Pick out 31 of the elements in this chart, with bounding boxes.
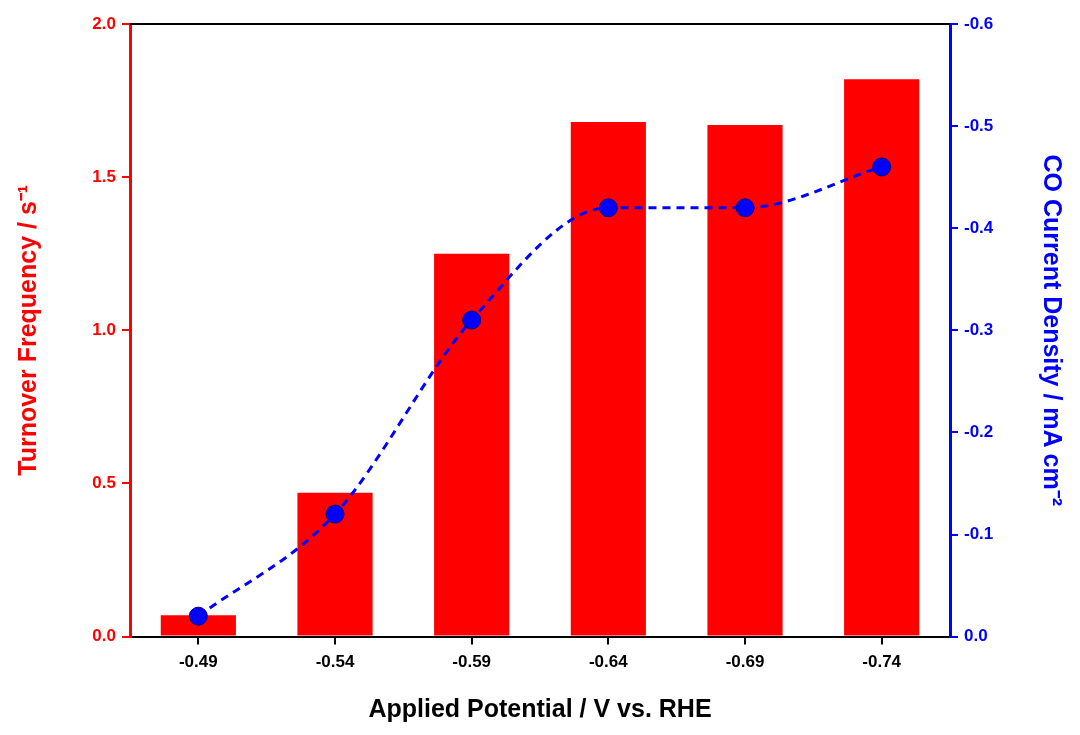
x-tick-label: -0.69 [725, 652, 765, 672]
y2-tick-label: -0.1 [964, 524, 994, 544]
point [462, 310, 482, 330]
bar [434, 253, 510, 636]
x-tick-label: -0.49 [178, 652, 218, 672]
x-tick-label: -0.64 [588, 652, 629, 672]
point [872, 157, 892, 177]
bar [297, 492, 373, 636]
x-tick-label: -0.74 [862, 652, 902, 672]
y2-tick-label: -0.4 [964, 217, 994, 237]
point [598, 198, 618, 218]
bar [707, 125, 783, 636]
x-axis-title: Applied Potential / V vs. RHE [368, 693, 712, 722]
x-tick-label: -0.59 [452, 652, 492, 672]
y-tick-label: 0.0 [92, 626, 116, 646]
y2-tick-label: -0.3 [964, 319, 994, 339]
y-tick-label: 0.5 [92, 473, 116, 493]
bar [570, 122, 646, 636]
bar [844, 79, 920, 636]
point [325, 504, 345, 524]
y-tick-label: 1.0 [92, 319, 116, 339]
y2-tick-label: -0.6 [964, 13, 994, 33]
y2-tick-label: -0.5 [964, 115, 994, 135]
point [735, 198, 755, 218]
x-tick-label: -0.54 [315, 652, 355, 672]
y2-tick-label: 0.0 [964, 626, 988, 646]
y-axis-title: Turnover Frequency / s⁻¹ [12, 184, 41, 476]
y2-axis-title: CO Current Density / mA cm⁻² [1039, 154, 1068, 507]
y-tick-label: 2.0 [92, 13, 116, 33]
y2-tick-label: -0.2 [964, 422, 994, 442]
y-tick-label: 1.5 [92, 166, 116, 186]
